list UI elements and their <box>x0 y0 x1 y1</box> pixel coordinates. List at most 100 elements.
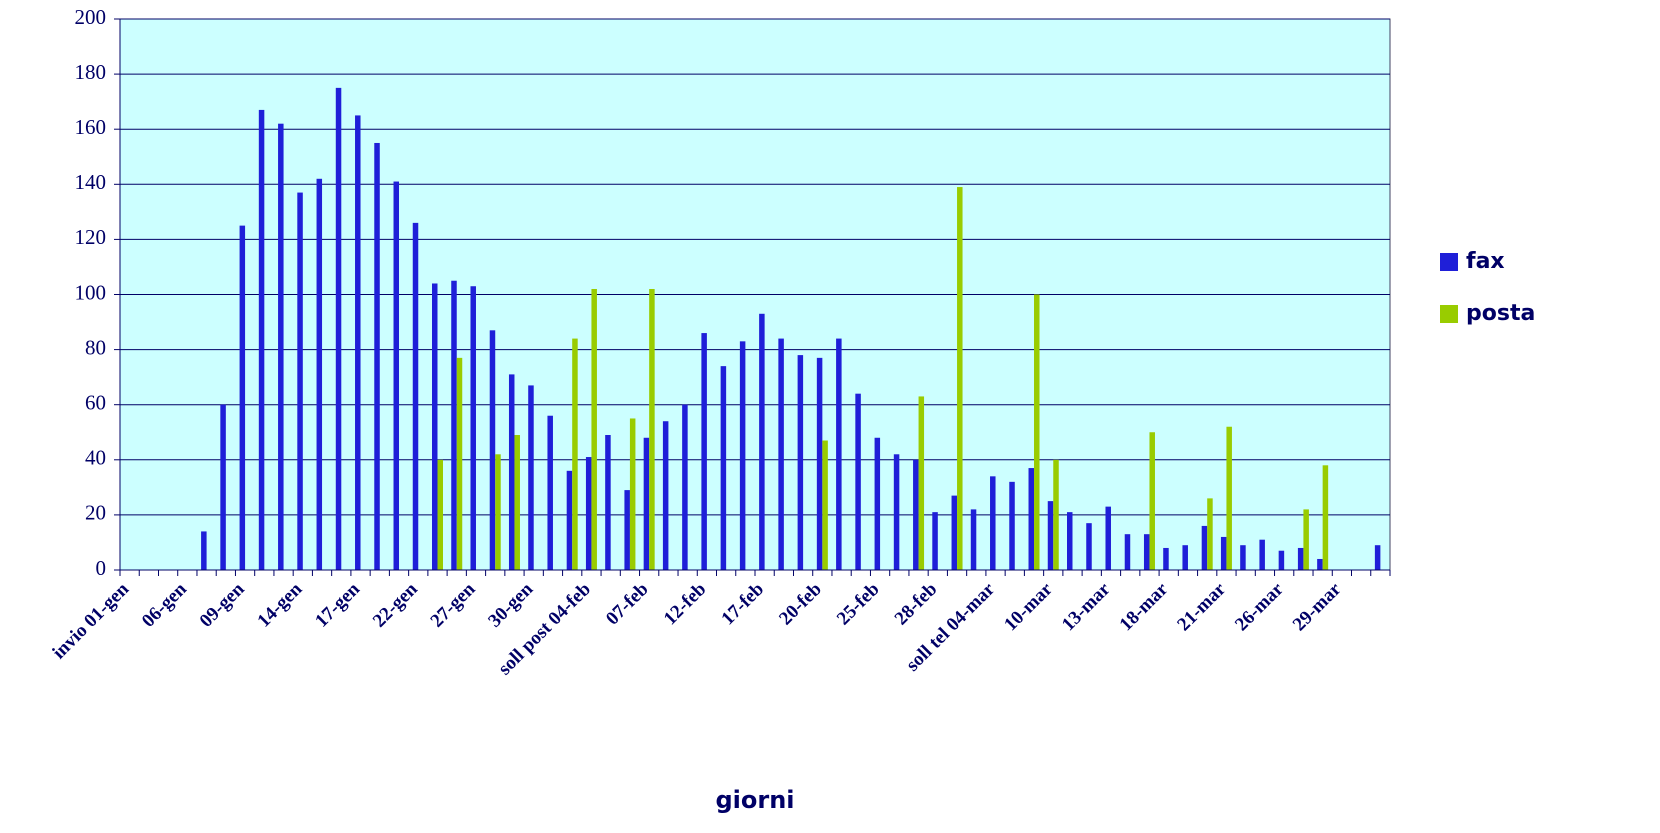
bar <box>335 87 342 570</box>
bar <box>1303 509 1309 570</box>
bar <box>682 404 688 570</box>
bar <box>836 338 842 570</box>
bar <box>1086 523 1092 570</box>
bar <box>508 374 515 570</box>
x-tick-label: 07-feb <box>602 579 653 630</box>
bar <box>918 396 925 570</box>
x-tick-label: 20-feb <box>775 579 826 630</box>
x-tick-label: 29-mar <box>1289 578 1346 635</box>
bar <box>970 509 977 570</box>
bar <box>1240 545 1246 570</box>
legend-label: posta <box>1466 301 1535 326</box>
x-tick-label: 18-mar <box>1116 578 1173 635</box>
bar <box>649 288 655 570</box>
bar <box>1207 498 1213 570</box>
bar <box>1220 536 1227 570</box>
y-tick-label: 40 <box>85 446 106 470</box>
bar <box>437 459 443 570</box>
x-tick-label: 17-gen <box>311 578 364 631</box>
bar <box>470 286 476 570</box>
legend-swatch <box>1440 305 1458 323</box>
bar <box>495 454 501 570</box>
x-tick-label: 17-feb <box>717 579 768 630</box>
bar <box>1143 534 1150 570</box>
y-tick-label: 0 <box>96 556 107 580</box>
bar <box>585 457 592 570</box>
x-tick-label: invio 01-gen <box>49 578 134 663</box>
bar <box>432 283 438 570</box>
bar <box>456 357 463 570</box>
bar <box>393 181 400 571</box>
bar <box>1374 545 1381 570</box>
bar <box>297 192 303 570</box>
bar <box>1149 432 1155 570</box>
bar <box>643 437 650 570</box>
x-tick-label: 28-feb <box>891 579 942 630</box>
x-tick-label: 25-feb <box>833 579 884 630</box>
y-tick-label: 180 <box>75 60 107 84</box>
y-tick-label: 160 <box>75 115 107 139</box>
y-tick-label: 60 <box>85 391 106 415</box>
bar <box>913 459 919 570</box>
x-tick-label: 30-gen <box>484 578 537 631</box>
legend-swatch <box>1440 253 1458 271</box>
bar <box>566 470 573 570</box>
bar <box>1034 294 1040 570</box>
x-tick-label: 12-feb <box>660 579 711 630</box>
bar <box>932 512 938 570</box>
bar <box>759 313 765 570</box>
x-tick-label: 21-mar <box>1173 578 1230 635</box>
bar <box>1297 547 1304 570</box>
bar <box>1009 481 1015 570</box>
x-tick-label: 13-mar <box>1058 578 1115 635</box>
bar <box>816 357 823 570</box>
y-tick-label: 20 <box>85 501 106 525</box>
bar <box>629 418 636 570</box>
legend-label: fax <box>1466 249 1505 274</box>
bar <box>239 225 246 570</box>
bar <box>822 440 828 570</box>
x-tick-label: 06-gen <box>138 578 191 631</box>
bar <box>547 415 553 570</box>
x-tick-label: 09-gen <box>196 578 249 631</box>
x-tick-label: 10-mar <box>1000 578 1057 635</box>
bar <box>1105 506 1111 570</box>
bar <box>855 393 861 570</box>
y-tick-label: 140 <box>75 170 107 194</box>
bar <box>1182 545 1188 570</box>
bar <box>316 178 323 571</box>
bar <box>874 437 881 570</box>
bar <box>605 435 611 570</box>
bar <box>1259 539 1265 570</box>
bar <box>1226 426 1232 570</box>
bar <box>1047 501 1054 570</box>
y-tick-label: 120 <box>75 225 107 249</box>
bar <box>662 421 669 570</box>
bar <box>1201 525 1208 570</box>
x-tick-label: 27-gen <box>427 578 480 631</box>
bar <box>990 476 996 570</box>
bar <box>1322 465 1329 570</box>
bar <box>739 341 746 570</box>
bar <box>1067 512 1073 570</box>
x-tick-label: 22-gen <box>369 578 422 631</box>
bar <box>1317 558 1323 570</box>
bar <box>258 109 265 570</box>
y-tick-label: 80 <box>85 335 106 359</box>
bar <box>893 454 900 570</box>
bar <box>278 123 284 570</box>
bar <box>957 187 963 570</box>
bar <box>701 333 707 570</box>
bar <box>624 490 630 570</box>
bar <box>1053 459 1059 570</box>
bar <box>1163 547 1169 570</box>
bar <box>778 338 784 570</box>
bar <box>1124 534 1131 570</box>
bar <box>951 495 958 570</box>
bar <box>451 280 457 570</box>
bar <box>528 385 534 570</box>
bar <box>720 366 727 570</box>
bar <box>514 435 520 570</box>
bar <box>1028 468 1035 570</box>
